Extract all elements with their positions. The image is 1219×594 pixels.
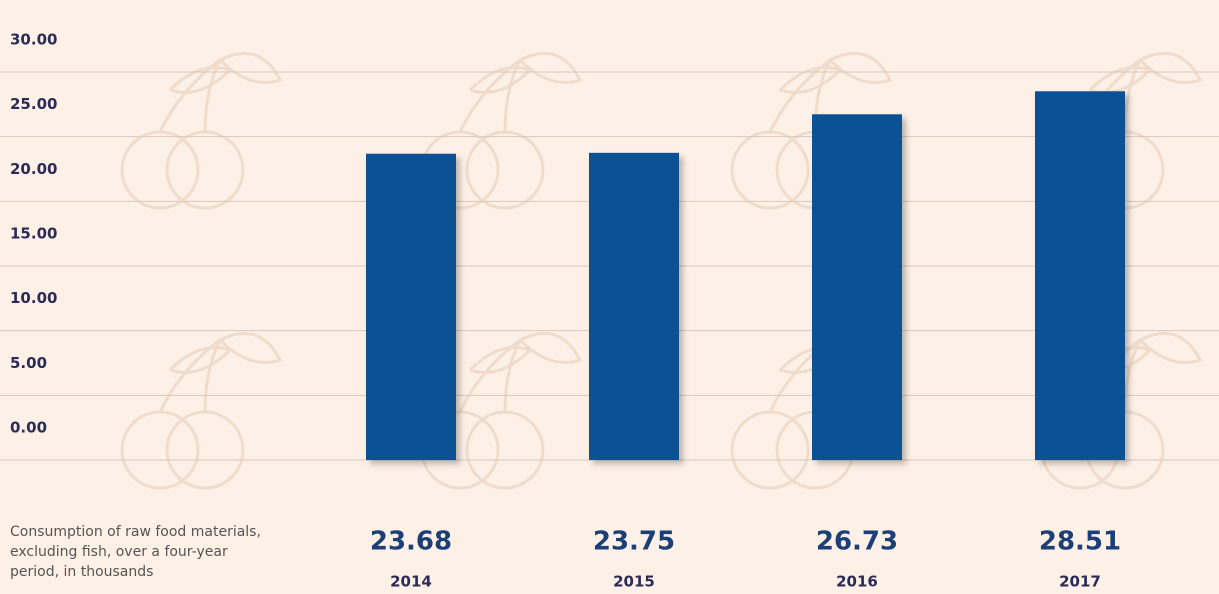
- caption: Consumption of raw food materials, exclu…: [10, 522, 270, 582]
- y-tick-label: 15.00: [10, 225, 57, 243]
- x-tick-label: 2015: [613, 573, 655, 591]
- bar: [589, 153, 679, 460]
- value-label: 26.73: [816, 527, 898, 557]
- y-tick-label: 25.00: [10, 95, 57, 113]
- y-tick-label: 10.00: [10, 289, 57, 307]
- value-label: 23.68: [370, 527, 452, 557]
- bar: [366, 154, 456, 460]
- value-label: 23.75: [593, 527, 675, 557]
- value-label: 28.51: [1039, 527, 1121, 557]
- y-tick-label: 5.00: [10, 354, 47, 372]
- x-tick-label: 2017: [1059, 573, 1101, 591]
- x-tick-label: 2016: [836, 573, 878, 591]
- y-tick-label: 20.00: [10, 160, 57, 178]
- y-tick-label: 30.00: [10, 31, 57, 49]
- page: 0.00 5.00 10.00 15.00 20.00 25.00 30.00 23.68 20…: [0, 0, 1219, 594]
- chart: 0.00 5.00 10.00 15.00 20.00 25.00 30.00 23.68 20…: [0, 0, 1219, 594]
- bar: [812, 114, 902, 460]
- bar: [1035, 91, 1125, 460]
- y-tick-label: 0.00: [10, 419, 47, 437]
- x-tick-label: 2014: [390, 573, 432, 591]
